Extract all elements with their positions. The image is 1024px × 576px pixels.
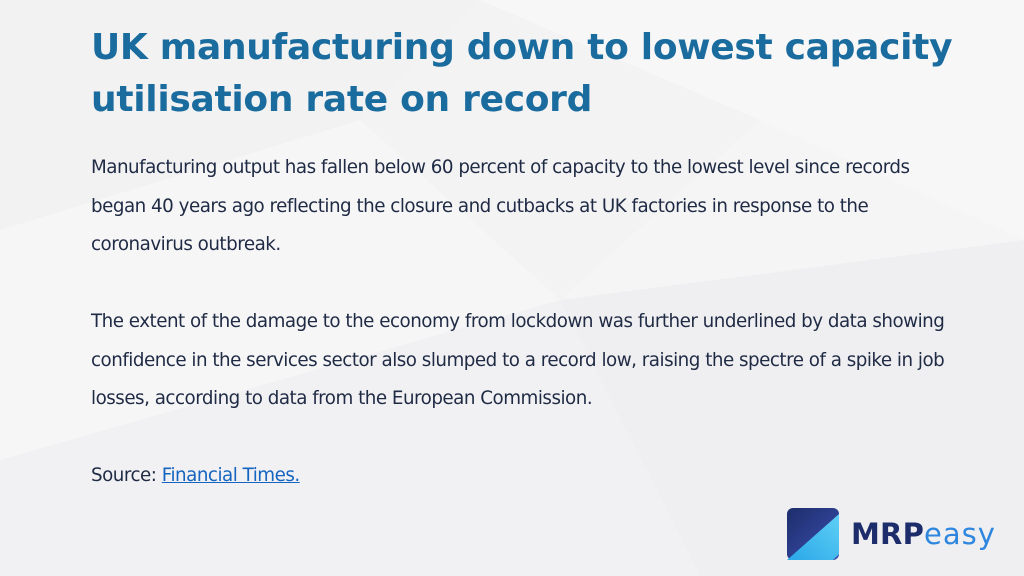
logo-text-light: easy [924,517,996,551]
logo-text-strong: MRP [851,517,925,551]
paragraph-manufacturing-output: Manufacturing output has fallen below 60… [91,157,910,255]
source-line: Source: Financial Times. [91,457,961,496]
mrpeasy-logo-mark-icon [787,508,839,560]
paragraph-economy-damage: The extent of the damage to the economy … [91,311,945,409]
source-link[interactable]: Financial Times. [161,465,300,486]
slide-title: UK manufacturing down to lowest capacity… [91,27,953,120]
source-label: Source: [91,465,162,486]
mrpeasy-logo: MRPeasy [787,508,1015,560]
mrpeasy-wordmark: MRPeasy [851,515,996,553]
